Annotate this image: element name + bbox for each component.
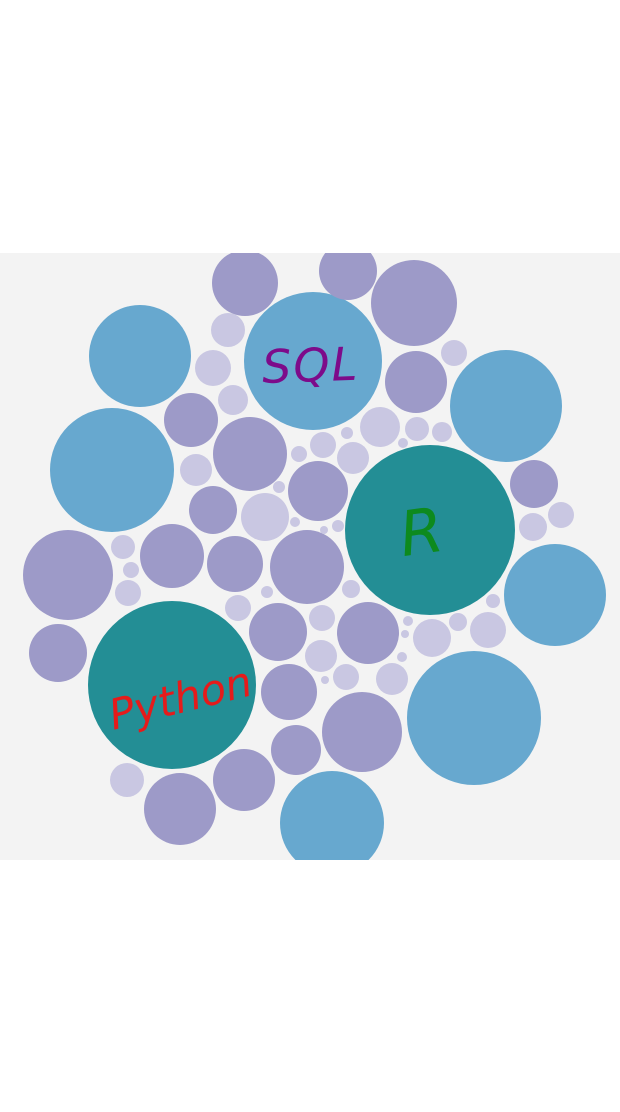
bubble <box>50 408 174 532</box>
bubble <box>115 580 141 606</box>
bubble <box>450 350 562 462</box>
bubble <box>111 535 135 559</box>
bubble <box>371 260 457 346</box>
bubble <box>397 652 407 662</box>
bubble <box>140 524 204 588</box>
bubble <box>23 530 113 620</box>
bubble <box>164 393 218 447</box>
bubble <box>470 612 506 648</box>
bubble <box>345 445 515 615</box>
bubble <box>280 771 384 860</box>
bubble <box>89 305 191 407</box>
bubble <box>244 292 382 430</box>
bubble <box>319 253 377 300</box>
bubble <box>309 605 335 631</box>
bubble <box>320 526 328 534</box>
bubble <box>405 417 429 441</box>
bubble <box>249 603 307 661</box>
bubble <box>271 725 321 775</box>
bubble <box>88 601 256 769</box>
bubble <box>413 619 451 657</box>
label-sql: SQL <box>261 337 360 394</box>
bubble <box>261 664 317 720</box>
bubble <box>212 253 278 316</box>
bubble <box>290 517 300 527</box>
bubble <box>519 513 547 541</box>
bubble <box>144 773 216 845</box>
bubble <box>218 385 248 415</box>
bubble <box>403 616 413 626</box>
bubble <box>441 340 467 366</box>
bubble <box>342 580 360 598</box>
bubble <box>332 520 344 532</box>
bubble <box>195 350 231 386</box>
circles-layer <box>23 253 606 860</box>
bubble <box>548 502 574 528</box>
bubble <box>29 624 87 682</box>
bubble <box>270 530 344 604</box>
bubble <box>376 663 408 695</box>
bubble <box>225 595 251 621</box>
bubble <box>310 432 336 458</box>
bubble <box>207 536 263 592</box>
bubble <box>213 749 275 811</box>
bubble <box>337 442 369 474</box>
bubble <box>305 640 337 672</box>
bubble <box>486 594 500 608</box>
bubble <box>385 351 447 413</box>
bubble <box>288 461 348 521</box>
bubble <box>360 407 400 447</box>
label-r: R <box>395 493 448 571</box>
bubble <box>213 417 287 491</box>
bubble <box>341 427 353 439</box>
bubble-chart: SQL R Python <box>23 253 606 860</box>
bubble <box>449 613 467 631</box>
bubble <box>401 630 409 638</box>
bubble <box>123 562 139 578</box>
bubble <box>261 586 273 598</box>
bubble <box>337 602 399 664</box>
bubble <box>504 544 606 646</box>
bubble <box>510 460 558 508</box>
bubble <box>321 676 329 684</box>
bubble <box>432 422 452 442</box>
bubble <box>189 486 237 534</box>
bubble <box>180 454 212 486</box>
bubble <box>291 446 307 462</box>
bubble <box>322 692 402 772</box>
bubble <box>398 438 408 448</box>
bubble <box>273 481 285 493</box>
bubble <box>211 313 245 347</box>
bubble <box>110 763 144 797</box>
bubble <box>333 664 359 690</box>
bubble-canvas: SQL R Python <box>0 253 620 860</box>
bubble <box>241 493 289 541</box>
bubble <box>407 651 541 785</box>
